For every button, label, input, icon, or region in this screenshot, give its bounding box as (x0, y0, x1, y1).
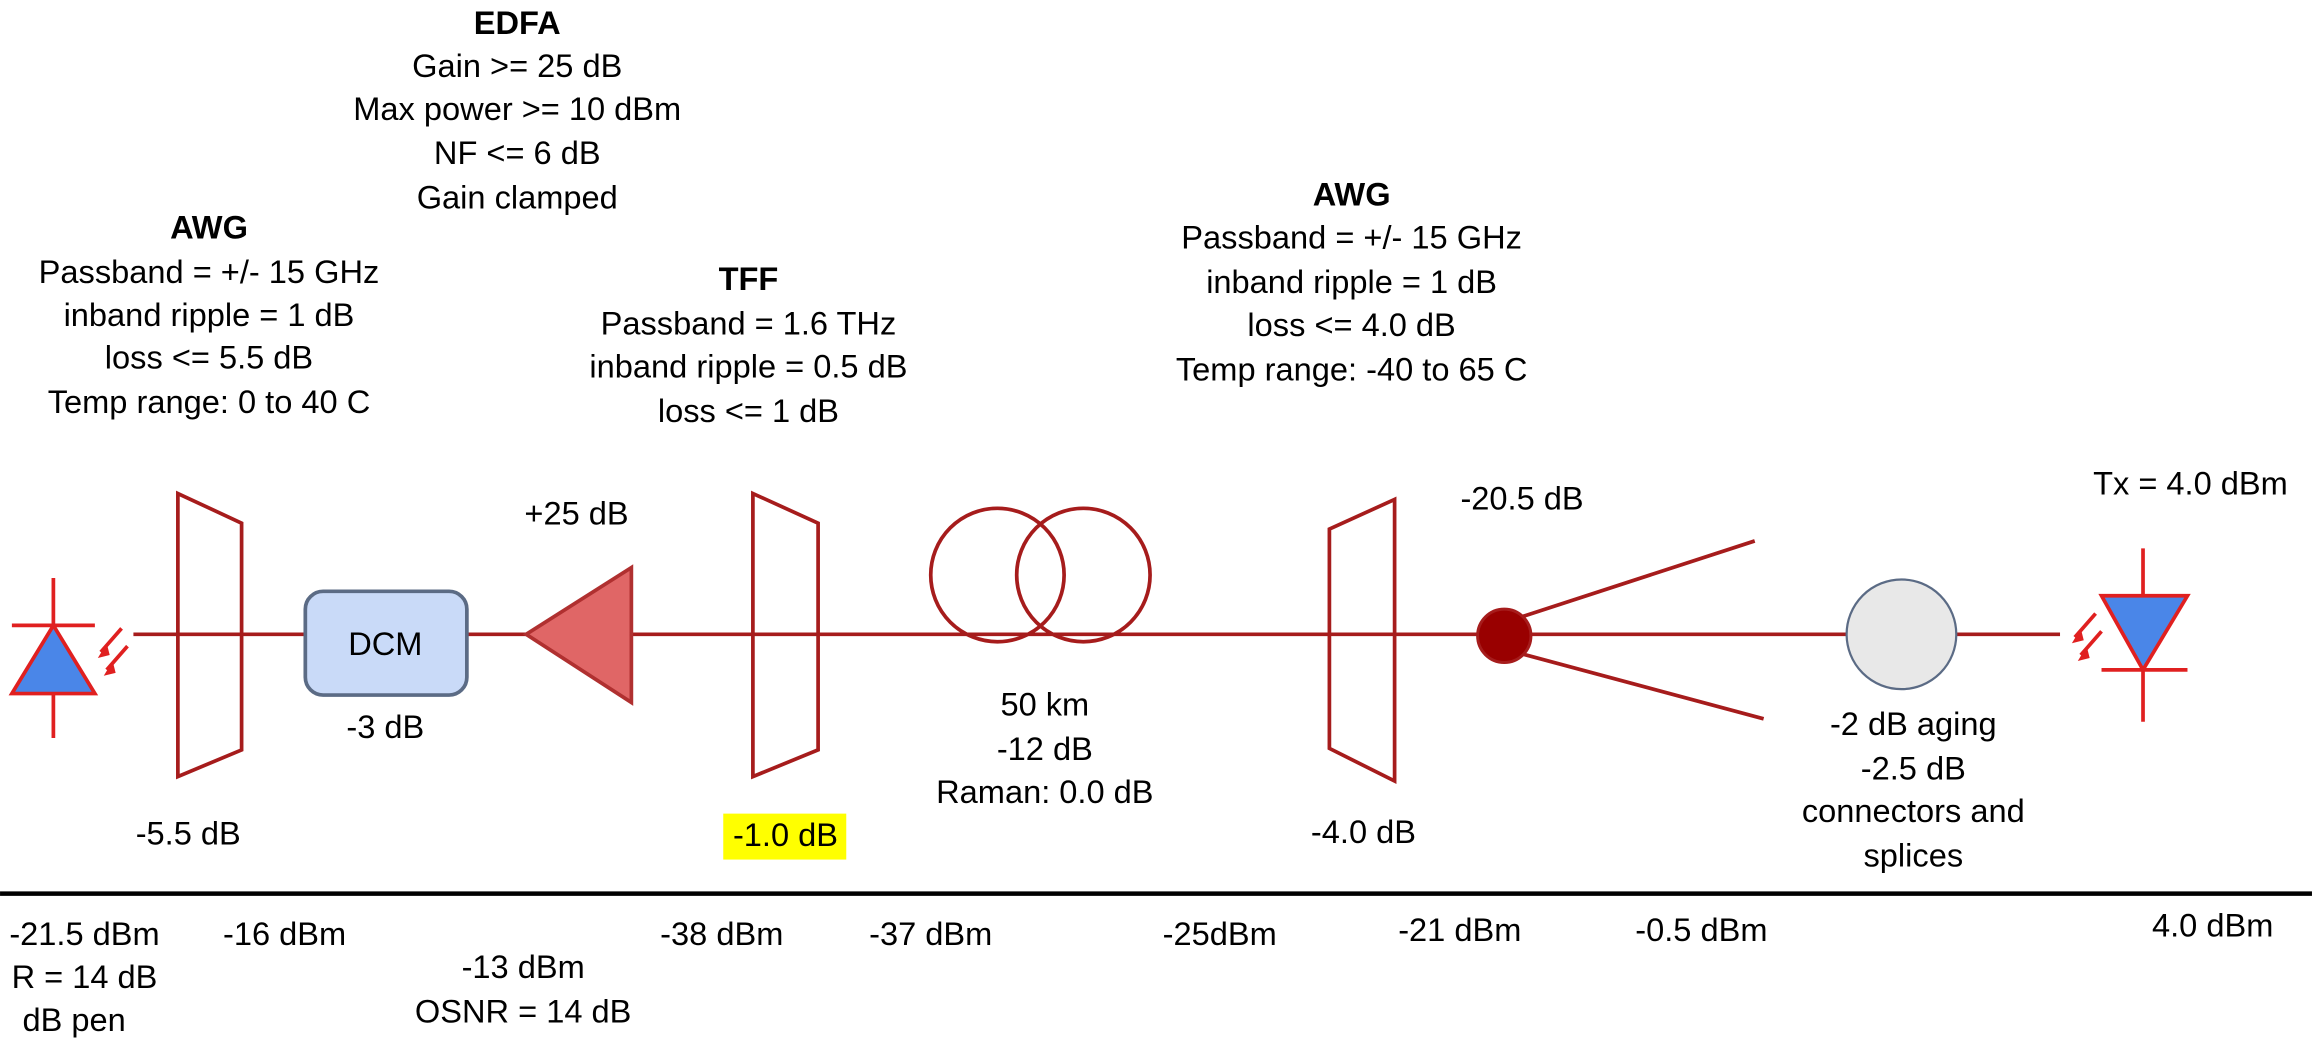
splitter-branch (1503, 647, 1765, 721)
spec-line: Temp range: 0 to 40 C (48, 383, 371, 420)
awg-mux (1327, 496, 1397, 785)
power-label: -21.5 dBm (9, 915, 159, 952)
loss-label: -20.5 dB (1460, 480, 1583, 517)
power-label: -16 dBm (223, 915, 346, 952)
loss-label: -2 dB aging (1830, 705, 1997, 742)
spec-line: inband ripple = 1 dB (64, 296, 355, 333)
spec-line: Gain >= 25 dB (412, 47, 622, 84)
loss-label: -4.0 dB (1311, 813, 1416, 850)
power-label: -0.5 dBm (1635, 911, 1767, 948)
dcm-box (303, 589, 469, 697)
fiber-label: Raman: 0.0 dB (936, 773, 1153, 810)
spec-title: TFF (719, 260, 779, 297)
spec-line: NF <= 6 dB (434, 134, 601, 171)
spec-line: inband ripple = 0.5 dB (589, 348, 907, 385)
loss-label: splices (1863, 837, 1963, 874)
power-label: -21 dBm (1398, 911, 1521, 948)
spec-line: Temp range: -40 to 65 C (1176, 351, 1527, 388)
spec-line: loss <= 5.5 dB (105, 339, 313, 376)
splitter (1476, 607, 1533, 664)
fiber-coil (928, 506, 1066, 644)
transmitter-diode (2071, 548, 2191, 722)
spec-line: Passband = +/- 15 GHz (39, 253, 380, 290)
fiber-label: -12 dB (997, 730, 1093, 767)
spec-line: Gain clamped (417, 179, 618, 216)
spec-line: Passband = +/- 15 GHz (1181, 219, 1522, 256)
dcm-label: DCM (348, 625, 422, 662)
spec-title: AWG (1313, 176, 1391, 213)
loss-label: -2.5 dB (1861, 749, 1966, 786)
receiver-diode (8, 577, 129, 739)
highlight (723, 813, 847, 860)
tff-filter (751, 490, 820, 780)
power-label: -25dBm (1163, 915, 1277, 952)
fiber-label: 50 km (1000, 686, 1089, 723)
amplifier (522, 564, 634, 706)
loss-label: -5.5 dB (136, 814, 241, 851)
loss-label: connectors and (1802, 792, 2025, 829)
connector (1845, 578, 1958, 691)
spec-line: Passband = 1.6 THz (601, 305, 897, 342)
spec-title: EDFA (474, 4, 561, 41)
splitter-branch (1503, 539, 1756, 625)
spec-line: Max power >= 10 dBm (353, 90, 681, 127)
awg-demux (176, 490, 244, 780)
spec-line: loss <= 1 dB (658, 392, 839, 429)
spec-line: loss <= 4.0 dB (1247, 306, 1455, 343)
loss-label: -3 dB (346, 708, 424, 745)
spec-line: inband ripple = 1 dB (1206, 263, 1497, 300)
power-label: dB pen (22, 1001, 125, 1038)
power-label: -37 dBm (869, 915, 992, 952)
power-label: OSNR = 14 dB (415, 992, 631, 1029)
spec-title: AWG (170, 208, 248, 245)
power-label: -13 dBm (462, 948, 585, 985)
power-label: 4.0 dBm (2152, 906, 2273, 943)
fiber-coil (1014, 506, 1152, 644)
power-label: -38 dBm (660, 915, 783, 952)
loss-label: -1.0 dB (733, 816, 838, 853)
tx-label: Tx = 4.0 dBm (2093, 465, 2288, 502)
gain-label: +25 dB (524, 494, 628, 531)
power-label: R = 14 dB (12, 958, 158, 995)
